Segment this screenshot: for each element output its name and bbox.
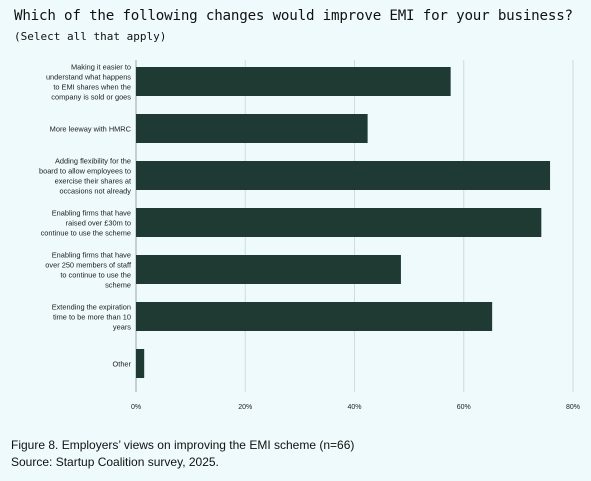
x-tick-label: 20%	[238, 404, 252, 411]
bar	[136, 67, 451, 96]
category-label: Other	[113, 360, 132, 369]
category-label: Enabling firms that have raised over £30m…	[41, 209, 131, 238]
bar	[136, 255, 401, 284]
x-tick-label: 60%	[457, 404, 471, 411]
figure-caption: Figure 8. Employers’ views on improving …	[11, 438, 355, 452]
x-tick-label: 80%	[566, 404, 580, 411]
category-label: Extending the expiration time to be more …	[52, 303, 132, 332]
category-label: Adding flexibility for the board to allow…	[39, 157, 131, 196]
bar	[136, 349, 145, 378]
bar	[136, 114, 368, 143]
source-caption: Source: Startup Coalition survey, 2025.	[11, 455, 219, 469]
bar-chart: 0% 20% 40% 60% 80% Making it easier to underst…	[39, 60, 580, 411]
bar	[136, 302, 493, 331]
category-label: More leeway with HMRC	[50, 125, 132, 134]
bar	[136, 208, 542, 237]
category-label: Making it easier to understand what happe…	[46, 63, 131, 102]
chart-subtitle: (Select all that apply)	[14, 30, 167, 43]
category-label: Enabling firms that have over 250 members…	[45, 251, 132, 290]
bar	[136, 161, 551, 190]
x-tick-label: 0%	[131, 404, 141, 411]
x-tick-label: 40%	[347, 404, 361, 411]
chart-title: Which of the following changes would imp…	[14, 8, 573, 24]
